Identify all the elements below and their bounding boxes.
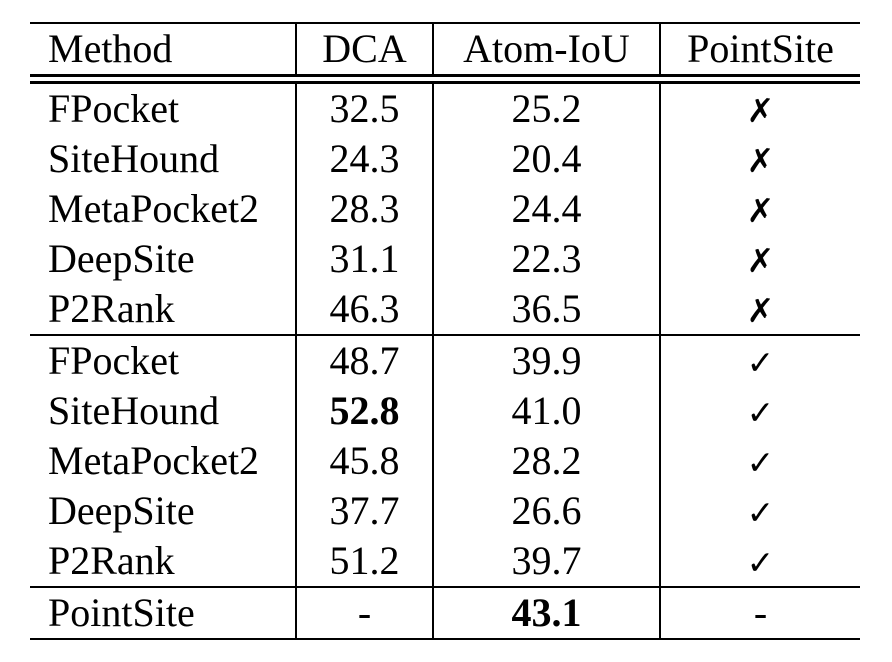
pointsite-cell: ✗ <box>659 134 860 184</box>
dca-value: 45.8 <box>295 436 433 486</box>
table-row: SiteHound 52.8 41.0 ✓ <box>30 386 860 436</box>
atom-iou-value: 20.4 <box>432 134 660 184</box>
method-cell: MetaPocket2 <box>48 438 260 483</box>
dca-value: - <box>295 587 433 639</box>
dca-value: 32.5 <box>295 79 433 134</box>
check-mark-icon: ✓ <box>746 443 775 482</box>
atom-iou-value: 24.4 <box>432 184 660 234</box>
table-row: FPocket 32.5 25.2 ✗ <box>30 79 860 134</box>
table-row: DeepSite 31.1 22.3 ✗ <box>30 234 860 284</box>
dca-value: 31.1 <box>295 234 433 284</box>
method-cell: P2Rank <box>48 286 175 331</box>
x-mark-icon: ✗ <box>746 141 775 180</box>
method-cell: DeepSite <box>48 236 195 281</box>
method-cell: PointSite <box>48 590 195 635</box>
atom-iou-value: 39.9 <box>432 335 660 386</box>
dca-value: 28.3 <box>295 184 433 234</box>
x-mark-icon: ✗ <box>746 91 775 130</box>
pointsite-cell: - <box>659 587 860 639</box>
method-cell: FPocket <box>48 86 180 131</box>
atom-iou-value: 25.2 <box>432 79 660 134</box>
check-mark-icon: ✓ <box>746 393 775 432</box>
pointsite-cell: ✓ <box>659 536 860 587</box>
group-without-pointsite: FPocket 32.5 25.2 ✗ SiteHound 24.3 20.4 ✗ MetaPo… <box>30 79 860 335</box>
x-mark-icon: ✗ <box>746 191 775 230</box>
table-row: MetaPocket2 45.8 28.2 ✓ <box>30 436 860 486</box>
pointsite-cell: ✓ <box>659 335 860 386</box>
table-row: SiteHound 24.3 20.4 ✗ <box>30 134 860 184</box>
check-mark-icon: ✓ <box>746 493 775 532</box>
table-row: P2Rank 51.2 39.7 ✓ <box>30 536 860 587</box>
dca-value: 48.7 <box>295 335 433 386</box>
check-mark-icon: ✓ <box>746 343 775 382</box>
method-cell: P2Rank <box>48 538 175 583</box>
atom-iou-value: 22.3 <box>432 234 660 284</box>
table-row: P2Rank 46.3 36.5 ✗ <box>30 284 860 335</box>
x-mark-icon: ✗ <box>746 291 775 330</box>
group-with-pointsite: FPocket 48.7 39.9 ✓ SiteHound 52.8 41.0 ✓ MetaPo… <box>30 335 860 587</box>
pointsite-cell: ✗ <box>659 284 860 335</box>
x-mark-icon: ✗ <box>746 241 775 280</box>
atom-iou-value: 36.5 <box>432 284 660 335</box>
method-cell: DeepSite <box>48 488 195 533</box>
table-row: FPocket 48.7 39.9 ✓ <box>30 335 860 386</box>
header-atom-iou: Atom-IoU <box>432 23 660 84</box>
atom-iou-value: 43.1 <box>432 587 660 639</box>
table-row: DeepSite 37.7 26.6 ✓ <box>30 486 860 536</box>
dca-value: 24.3 <box>295 134 433 184</box>
group-pointsite-only: PointSite -43.1- <box>30 587 860 639</box>
dca-value: 46.3 <box>295 284 433 335</box>
check-mark-icon: ✓ <box>746 543 775 582</box>
atom-iou-value: 28.2 <box>432 436 660 486</box>
pointsite-cell: ✗ <box>659 79 860 134</box>
table-row: MetaPocket2 28.3 24.4 ✗ <box>30 184 860 234</box>
header-method: Method <box>30 23 296 84</box>
atom-iou-value: 41.0 <box>432 386 660 436</box>
method-cell: FPocket <box>48 338 180 383</box>
method-cell: SiteHound <box>48 388 220 433</box>
header-row: Method DCA Atom-IoU PointSite <box>30 23 860 84</box>
pointsite-cell: ✗ <box>659 184 860 234</box>
method-cell: MetaPocket2 <box>48 186 260 231</box>
atom-iou-value: 26.6 <box>432 486 660 536</box>
pointsite-cell: ✗ <box>659 234 860 284</box>
method-cell: SiteHound <box>48 136 220 181</box>
pointsite-cell: ✓ <box>659 386 860 436</box>
dash-text: - <box>753 590 768 635</box>
dca-value: 52.8 <box>295 386 433 436</box>
atom-iou-value: 39.7 <box>432 536 660 587</box>
pointsite-cell: ✓ <box>659 436 860 486</box>
dca-value: 37.7 <box>295 486 433 536</box>
dca-value: 51.2 <box>295 536 433 587</box>
header-pointsite: PointSite <box>659 23 860 84</box>
header-dca: DCA <box>295 23 433 84</box>
table-row: PointSite -43.1- <box>30 587 860 639</box>
pointsite-cell: ✓ <box>659 486 860 536</box>
results-table: Method DCA Atom-IoU PointSite FPocket 32.… <box>30 22 860 640</box>
